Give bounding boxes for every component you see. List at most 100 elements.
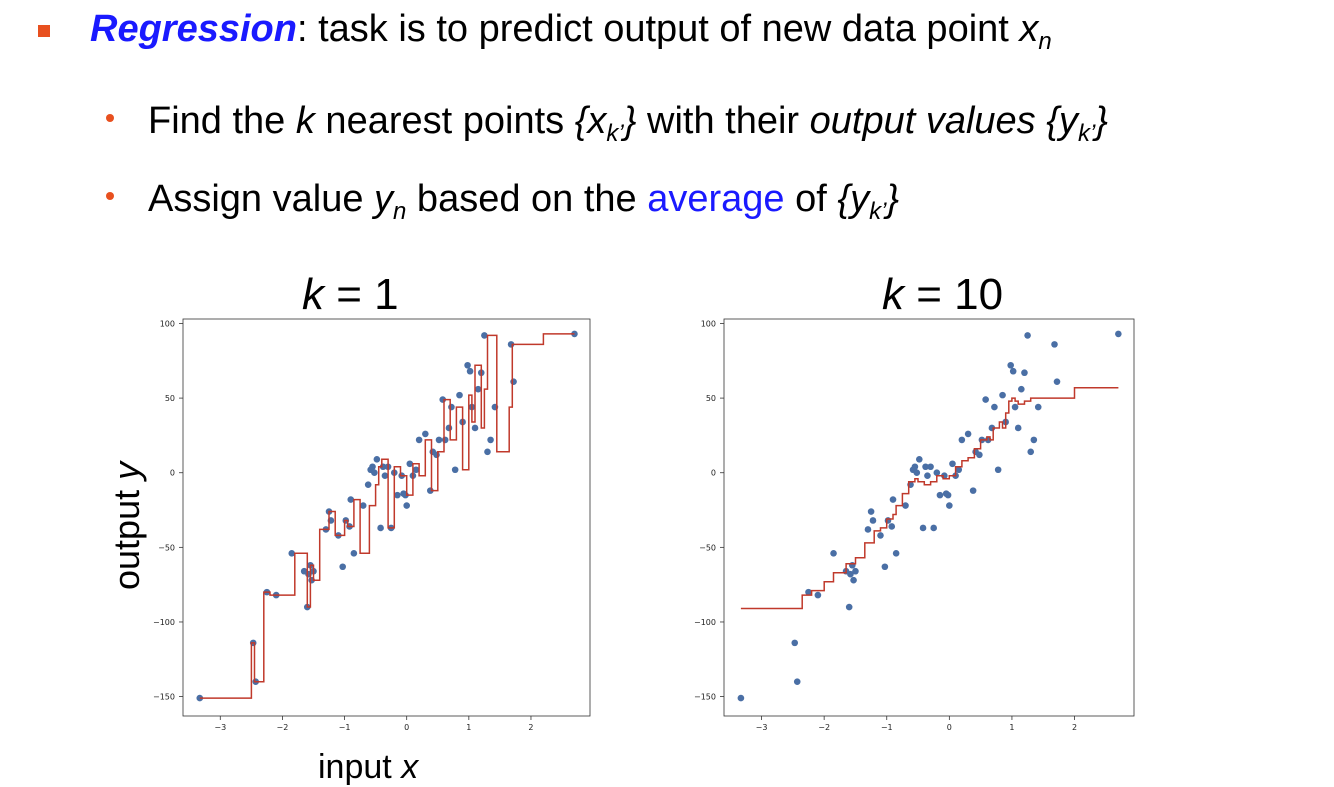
data-point	[892, 550, 900, 557]
x-axis-label-text: input	[318, 748, 402, 786]
y-tick-label: −150	[153, 693, 175, 702]
data-point	[922, 463, 929, 471]
var-x-sub: n	[1038, 28, 1052, 55]
data-point	[406, 460, 414, 468]
set-y-close: }	[1095, 100, 1108, 142]
output-values-text: output values	[809, 100, 1036, 142]
data-point	[949, 460, 956, 468]
data-point	[936, 491, 944, 499]
data-point	[350, 550, 358, 557]
data-point	[913, 469, 921, 477]
sub-bullet-find-text: Find the k nearest points {xk’} with the…	[148, 98, 1108, 147]
plot2-frame	[723, 318, 1135, 717]
data-point	[441, 436, 449, 444]
set-y-close: }	[886, 178, 900, 220]
data-point	[847, 570, 854, 578]
data-point	[1007, 361, 1014, 369]
data-point	[422, 430, 429, 438]
data-point	[999, 391, 1006, 399]
fit-line	[199, 333, 575, 699]
data-point	[1014, 424, 1022, 432]
data-point	[933, 469, 941, 477]
data-point	[814, 591, 822, 599]
y-tick-label: 50	[165, 394, 175, 403]
data-point	[1011, 403, 1019, 411]
data-point	[793, 678, 801, 685]
x-tick-label: 0	[947, 723, 952, 732]
data-point	[791, 639, 799, 647]
data-point	[377, 524, 384, 532]
keyword-regression: Regression	[90, 8, 297, 50]
x-axis-label-var: x	[401, 748, 419, 786]
data-point	[864, 526, 872, 533]
data-point	[1053, 378, 1061, 385]
data-point	[884, 517, 892, 524]
data-point	[1051, 341, 1058, 348]
data-point	[474, 385, 482, 393]
data-point	[1021, 369, 1028, 377]
sub-bullet-dot-icon	[106, 114, 114, 122]
data-point	[415, 436, 423, 444]
data-point	[944, 491, 952, 499]
data-point	[481, 332, 488, 339]
data-point	[371, 469, 378, 477]
var-y: y	[374, 178, 394, 220]
y-tick-label: −150	[694, 693, 716, 702]
data-point	[403, 502, 410, 509]
plot2-title-rest: = 10	[904, 270, 1004, 319]
data-point	[850, 576, 857, 584]
data-point	[946, 502, 953, 509]
set-y-sub: k’	[1077, 120, 1096, 147]
data-point	[369, 463, 376, 471]
plot1-frame	[182, 318, 591, 717]
sub-bullet-assign-text: Assign value yn based on the average of …	[148, 176, 900, 225]
text-seg: based on the	[406, 178, 648, 220]
data-point	[451, 466, 459, 474]
data-point	[1034, 403, 1042, 411]
y-tick-label: 100	[160, 319, 175, 328]
x-tick-label: 0	[404, 723, 409, 732]
y-tick-label: 100	[701, 319, 716, 328]
data-point	[448, 403, 455, 411]
data-point	[466, 367, 474, 375]
set-y: {y	[1035, 100, 1078, 142]
data-point	[445, 424, 453, 432]
data-point	[955, 466, 963, 474]
set-x-sub: k’	[606, 120, 624, 147]
data-point	[510, 378, 517, 385]
x-tick-label: −3	[214, 723, 226, 732]
data-point	[1024, 332, 1031, 339]
data-point	[359, 502, 367, 509]
data-point	[852, 567, 859, 575]
x-tick-label: −1	[339, 723, 351, 732]
data-point	[919, 524, 927, 532]
text-seg: Assign value	[148, 178, 375, 220]
bullet-regression-text: Regression: task is to predict output of…	[90, 6, 1052, 55]
data-point	[881, 563, 889, 571]
data-point	[994, 466, 1002, 474]
plot1-title-rest: = 1	[324, 270, 399, 319]
data-point	[849, 561, 856, 569]
set-y-sub: k’	[869, 198, 887, 225]
var-k: k	[295, 100, 315, 142]
var-y-sub: n	[393, 198, 407, 225]
y-tick-label: 0	[170, 469, 175, 478]
y-tick-label: −50	[699, 543, 716, 552]
y-tick-label: 0	[711, 469, 716, 478]
y-tick-label: −50	[158, 543, 175, 552]
data-point	[484, 448, 491, 456]
data-point	[412, 466, 420, 474]
data-point	[805, 588, 812, 596]
bullet-square-icon	[38, 25, 50, 37]
data-point	[877, 532, 884, 539]
data-point	[347, 496, 355, 503]
x-tick-label: −2	[818, 723, 830, 732]
data-point	[869, 517, 877, 524]
data-point	[845, 603, 853, 611]
data-point	[964, 430, 972, 438]
data-point	[911, 463, 919, 471]
y-tick-label: −100	[694, 618, 716, 627]
plot2-title-k: k	[882, 270, 904, 319]
text-seg: nearest points	[314, 100, 575, 142]
